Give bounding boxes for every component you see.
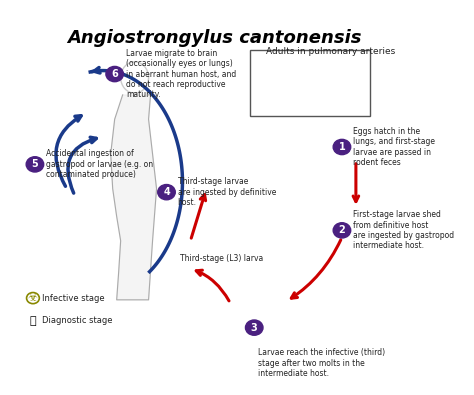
Text: 4: 4	[163, 187, 170, 197]
Text: Larvae migrate to brain
(occasionally eyes or lungs)
in aberrant human host, and: Larvae migrate to brain (occasionally ey…	[126, 49, 236, 100]
Circle shape	[26, 157, 44, 172]
Text: 3: 3	[251, 323, 257, 333]
Text: Third-stage larvae
are ingested by definitive
host.: Third-stage larvae are ingested by defin…	[178, 177, 276, 207]
Polygon shape	[111, 95, 156, 300]
Text: Diagnostic stage: Diagnostic stage	[42, 316, 113, 325]
Circle shape	[246, 320, 263, 335]
Text: 5: 5	[32, 159, 38, 169]
Circle shape	[158, 184, 175, 200]
Text: 1: 1	[338, 142, 346, 152]
Circle shape	[333, 223, 351, 238]
Text: Adults in pulmonary arteries: Adults in pulmonary arteries	[266, 47, 395, 56]
Text: Angiostrongylus cantonensis: Angiostrongylus cantonensis	[67, 29, 362, 47]
Text: Accidental ingestion of
gastropod or larvae (e.g. on
contaminated produce): Accidental ingestion of gastropod or lar…	[46, 149, 153, 179]
Text: Eggs hatch in the
lungs, and first-stage
larvae are passed in
rodent feces: Eggs hatch in the lungs, and first-stage…	[353, 127, 435, 167]
Text: 2: 2	[338, 226, 346, 235]
Circle shape	[106, 66, 123, 82]
Text: Third-stage (L3) larva: Third-stage (L3) larva	[181, 254, 264, 263]
Text: Larvae reach the infective (third)
stage after two molts in the
intermediate hos: Larvae reach the infective (third) stage…	[258, 348, 385, 378]
FancyBboxPatch shape	[250, 50, 370, 116]
Text: Infective stage: Infective stage	[42, 293, 105, 303]
Text: 6: 6	[111, 69, 118, 79]
Text: ☣: ☣	[28, 293, 38, 303]
Text: First-stage larvae shed
from definitive host
are ingested by gastropod
intermedi: First-stage larvae shed from definitive …	[353, 210, 454, 250]
Text: 🌿: 🌿	[30, 316, 36, 326]
Circle shape	[333, 139, 351, 154]
